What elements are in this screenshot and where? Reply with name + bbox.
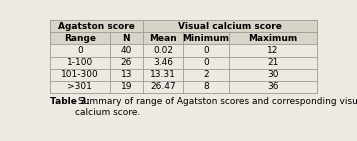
Text: 8: 8	[203, 82, 208, 91]
Text: 40: 40	[121, 46, 132, 55]
Text: N: N	[122, 34, 130, 43]
Text: 19: 19	[121, 82, 132, 91]
Text: 0.02: 0.02	[153, 46, 173, 55]
Text: >301: >301	[67, 82, 92, 91]
Text: 36: 36	[267, 82, 278, 91]
Bar	[143, 20, 317, 32]
Bar	[50, 44, 317, 57]
Text: 0: 0	[203, 46, 208, 55]
Text: Agatston score: Agatston score	[58, 22, 135, 31]
Text: 2: 2	[203, 70, 208, 79]
Text: Visual calcium score: Visual calcium score	[178, 22, 282, 31]
Text: Range: Range	[64, 34, 96, 43]
Bar	[50, 32, 317, 44]
Text: 12: 12	[267, 46, 278, 55]
Text: 26.47: 26.47	[150, 82, 176, 91]
Bar	[50, 20, 143, 32]
Text: 101-300: 101-300	[61, 70, 99, 79]
Text: 3.46: 3.46	[153, 58, 173, 67]
Text: 1-100: 1-100	[67, 58, 93, 67]
Bar	[50, 81, 317, 93]
Text: 21: 21	[267, 58, 278, 67]
Text: 0: 0	[77, 46, 83, 55]
Text: 13.31: 13.31	[150, 70, 176, 79]
Text: Mean: Mean	[149, 34, 177, 43]
Bar	[50, 57, 317, 69]
Text: 13: 13	[121, 70, 132, 79]
Text: 0: 0	[203, 58, 208, 67]
Text: Summary of range of Agatston scores and corresponding visual
calcium score.: Summary of range of Agatston scores and …	[75, 97, 357, 117]
Text: 30: 30	[267, 70, 278, 79]
Text: Table 3:: Table 3:	[50, 97, 90, 106]
Bar	[50, 69, 317, 81]
Text: Maximum: Maximum	[248, 34, 297, 43]
Text: Minimum: Minimum	[182, 34, 229, 43]
Text: 26: 26	[121, 58, 132, 67]
